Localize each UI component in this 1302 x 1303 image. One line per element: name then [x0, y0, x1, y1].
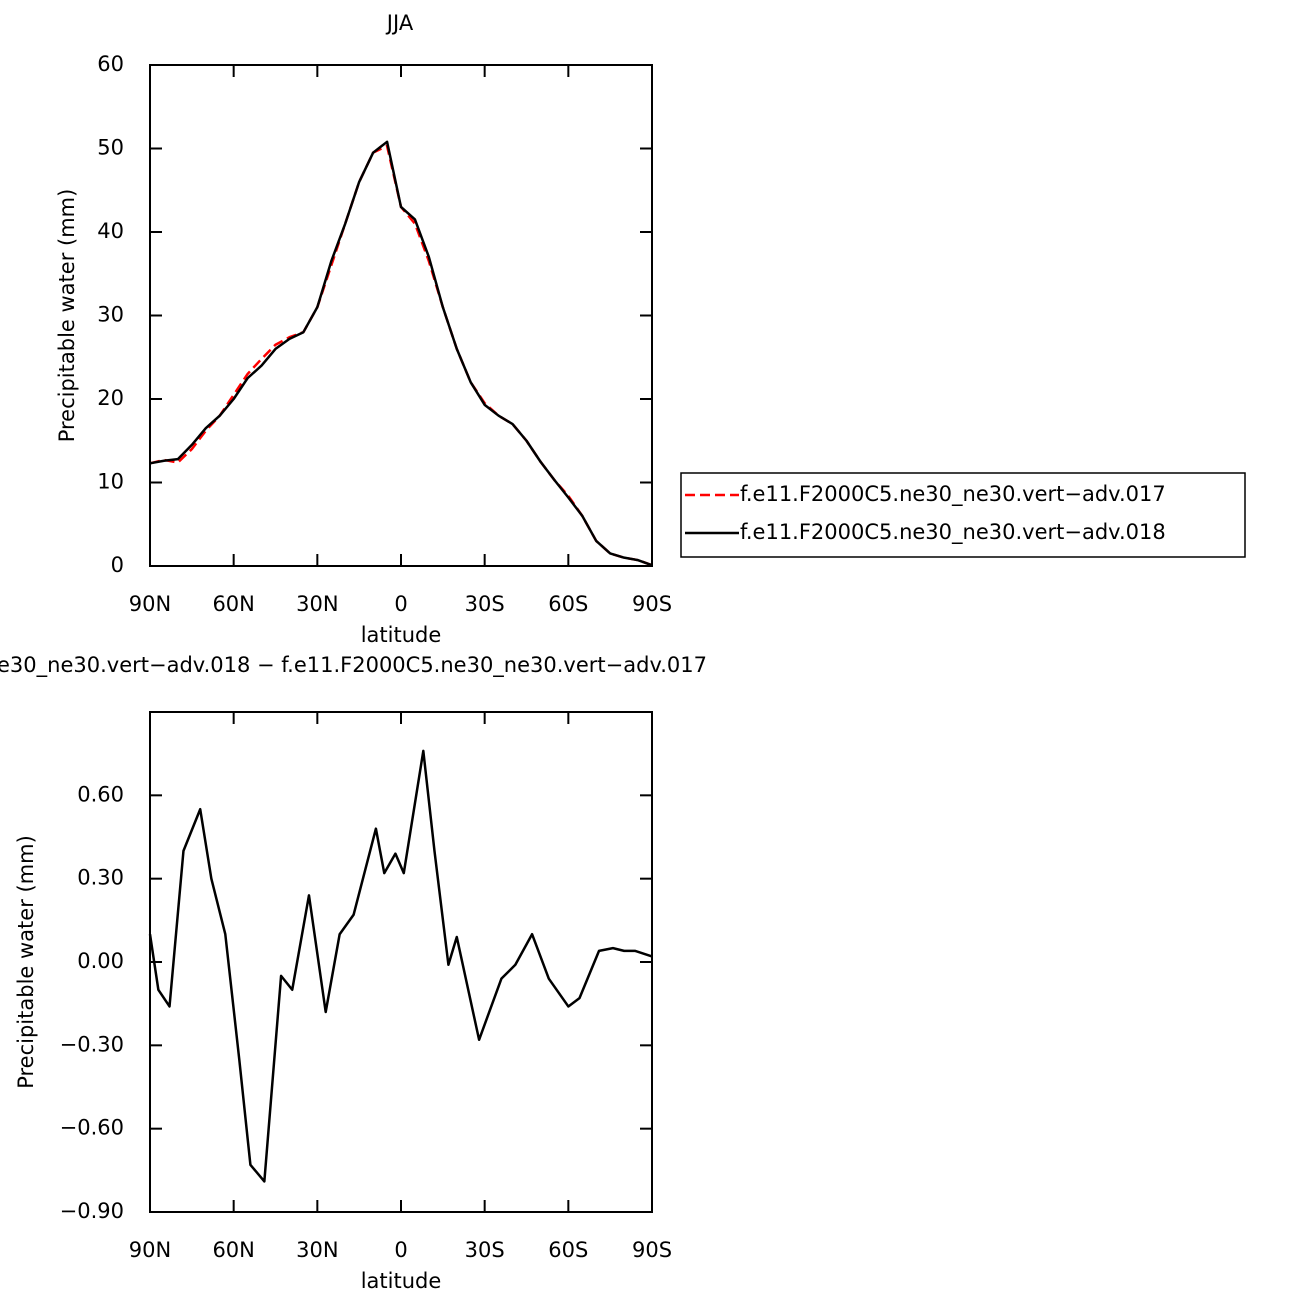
x-tick-label: 60S [548, 592, 588, 616]
y-tick-label: 60 [97, 52, 124, 76]
x-tick-label: 90N [129, 592, 171, 616]
y-tick-label: 10 [97, 470, 124, 494]
plot-frame [149, 64, 653, 567]
y-tick-label: −0.90 [60, 1199, 124, 1223]
y-tick-label: 30 [97, 303, 124, 327]
x-tick-label: 90S [632, 1238, 672, 1262]
series-line [148, 749, 653, 1183]
x-tick-label: 0 [394, 1238, 407, 1262]
y-axis-label: Precipitable water (mm) [14, 835, 38, 1089]
series-line [149, 144, 653, 567]
y-tick-label: 0.00 [77, 949, 124, 973]
y-tick-label: 0 [111, 553, 124, 577]
x-tick-label: 60S [548, 1238, 588, 1262]
x-tick-label: 90S [632, 592, 672, 616]
x-tick-label: 60N [212, 1238, 254, 1262]
x-tick-label: 30S [465, 592, 505, 616]
y-tick-label: 0.30 [77, 866, 124, 890]
legend-label: f.e11.F2000C5.ne30_ne30.vert−adv.018 [740, 520, 1166, 545]
y-tick-label: 0.60 [77, 782, 124, 806]
y-tick-label: 40 [97, 219, 124, 243]
x-axis-label: latitude [361, 623, 442, 647]
y-tick-label: 50 [97, 136, 124, 160]
x-tick-label: 30N [296, 592, 338, 616]
y-tick-label: −0.60 [60, 1116, 124, 1140]
x-tick-label: 60N [212, 592, 254, 616]
y-axis-label: Precipitable water (mm) [55, 189, 79, 443]
legend-label: f.e11.F2000C5.ne30_ne30.vert−adv.017 [740, 482, 1166, 507]
y-tick-label: −0.30 [60, 1032, 124, 1056]
x-axis-label: latitude [361, 1269, 442, 1293]
chart-title: JJA [385, 11, 414, 35]
series-line [149, 140, 653, 567]
plot-frame [149, 711, 653, 1213]
x-tick-label: 90N [129, 1238, 171, 1262]
y-tick-label: 20 [97, 386, 124, 410]
legend-box [680, 472, 1246, 558]
x-tick-label: 0 [394, 592, 407, 616]
x-tick-label: 30N [296, 1238, 338, 1262]
chart-title: e30_ne30.vert−adv.018 − f.e11.F2000C5.ne… [0, 653, 707, 678]
x-tick-label: 30S [465, 1238, 505, 1262]
